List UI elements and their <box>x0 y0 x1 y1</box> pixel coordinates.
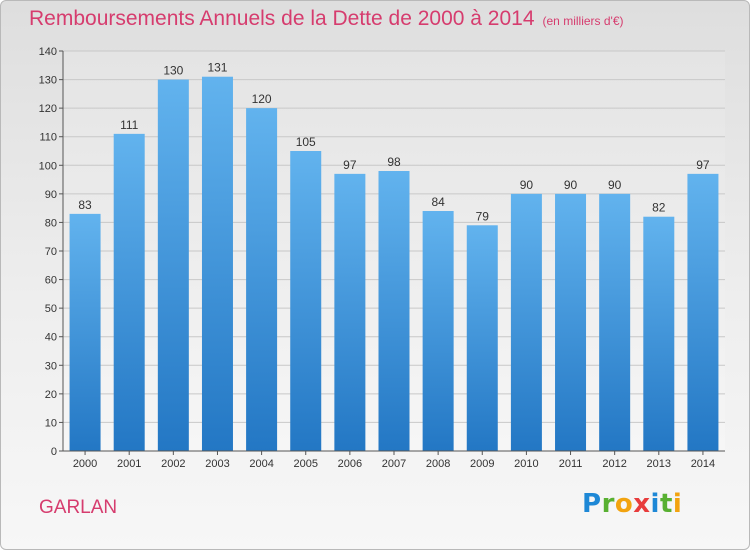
y-tick-label: 0 <box>51 446 57 458</box>
bar-value-label: 120 <box>252 92 272 106</box>
bar <box>378 171 410 451</box>
x-tick-label: 2003 <box>205 458 229 470</box>
x-tick-label: 2006 <box>338 458 362 470</box>
y-tick-label: 130 <box>39 75 57 87</box>
y-tick-label: 70 <box>45 246 57 258</box>
logo-letter: t <box>659 489 673 519</box>
bar-value-label: 82 <box>652 201 666 215</box>
x-tick-label: 2014 <box>691 458 715 470</box>
x-tick-label: 2005 <box>293 458 317 470</box>
y-tick-label: 20 <box>45 389 57 401</box>
logo-letter: r <box>601 489 615 519</box>
logo-letter: i <box>672 489 683 519</box>
bar <box>687 173 719 451</box>
bar <box>510 193 542 451</box>
bar-value-label: 90 <box>608 178 622 192</box>
y-tick-label: 140 <box>39 46 57 58</box>
bar-value-label: 97 <box>696 158 710 172</box>
x-tick-label: 2004 <box>249 458 273 470</box>
y-tick-label: 30 <box>45 360 57 372</box>
axis-layer: 0 10 20 30 40 50 60 70 80 90 100 110 120 130 140 83 2000… <box>39 46 725 470</box>
bar-value-label: 98 <box>387 155 401 169</box>
bar-value-label: 90 <box>520 178 534 192</box>
logo-letter: o <box>614 489 634 519</box>
proxiti-logo: Proxiti <box>582 489 682 519</box>
bar <box>334 173 366 451</box>
bar-value-label: 130 <box>163 64 183 78</box>
x-tick-label: 2001 <box>117 458 141 470</box>
bar <box>246 108 278 452</box>
commune-name: GARLAN <box>39 497 118 518</box>
bar-value-label: 90 <box>564 178 578 192</box>
chart-unit: (en milliers d'€) <box>542 14 624 28</box>
y-tick-label: 110 <box>39 132 57 144</box>
bar-value-label: 79 <box>476 209 490 223</box>
bar <box>466 225 498 451</box>
bar-value-label: 84 <box>431 195 445 209</box>
bar-value-label: 111 <box>120 118 139 132</box>
bar <box>290 151 322 451</box>
x-tick-label: 2009 <box>470 458 494 470</box>
bar-layer <box>69 76 719 452</box>
x-tick-label: 2013 <box>647 458 671 470</box>
x-tick-label: 2002 <box>161 458 185 470</box>
bar <box>555 193 587 451</box>
y-tick-label: 80 <box>45 217 57 229</box>
y-tick-label: 120 <box>39 103 57 115</box>
bar <box>69 213 101 451</box>
bar-value-label: 83 <box>78 198 92 212</box>
bar <box>113 133 145 451</box>
bar <box>643 216 675 451</box>
logo-letter: x <box>633 489 651 519</box>
y-tick-label: 50 <box>45 303 57 315</box>
chart-title: Remboursements Annuels de la Dette de 20… <box>29 7 624 31</box>
y-tick-label: 60 <box>45 275 57 287</box>
x-tick-label: 2011 <box>559 458 583 470</box>
y-tick-label: 10 <box>45 417 57 429</box>
bar <box>599 193 631 451</box>
bar <box>157 79 189 452</box>
y-tick-label: 40 <box>45 332 57 344</box>
bar-value-label: 131 <box>207 61 227 75</box>
y-tick-label: 100 <box>39 160 57 172</box>
bar-value-label: 97 <box>343 158 357 172</box>
y-tick-label: 90 <box>45 189 57 201</box>
x-tick-label: 2000 <box>73 458 97 470</box>
bar <box>201 76 233 451</box>
logo-letter: i <box>650 489 660 519</box>
x-tick-label: 2010 <box>514 458 538 470</box>
bar-value-label: 105 <box>296 135 316 149</box>
x-tick-label: 2012 <box>602 458 626 470</box>
logo-letter: P <box>582 489 602 519</box>
x-tick-label: 2007 <box>382 458 406 470</box>
x-tick-label: 2008 <box>426 458 450 470</box>
chart-title-text: Remboursements Annuels de la Dette de 20… <box>29 7 535 30</box>
bar <box>422 211 454 451</box>
